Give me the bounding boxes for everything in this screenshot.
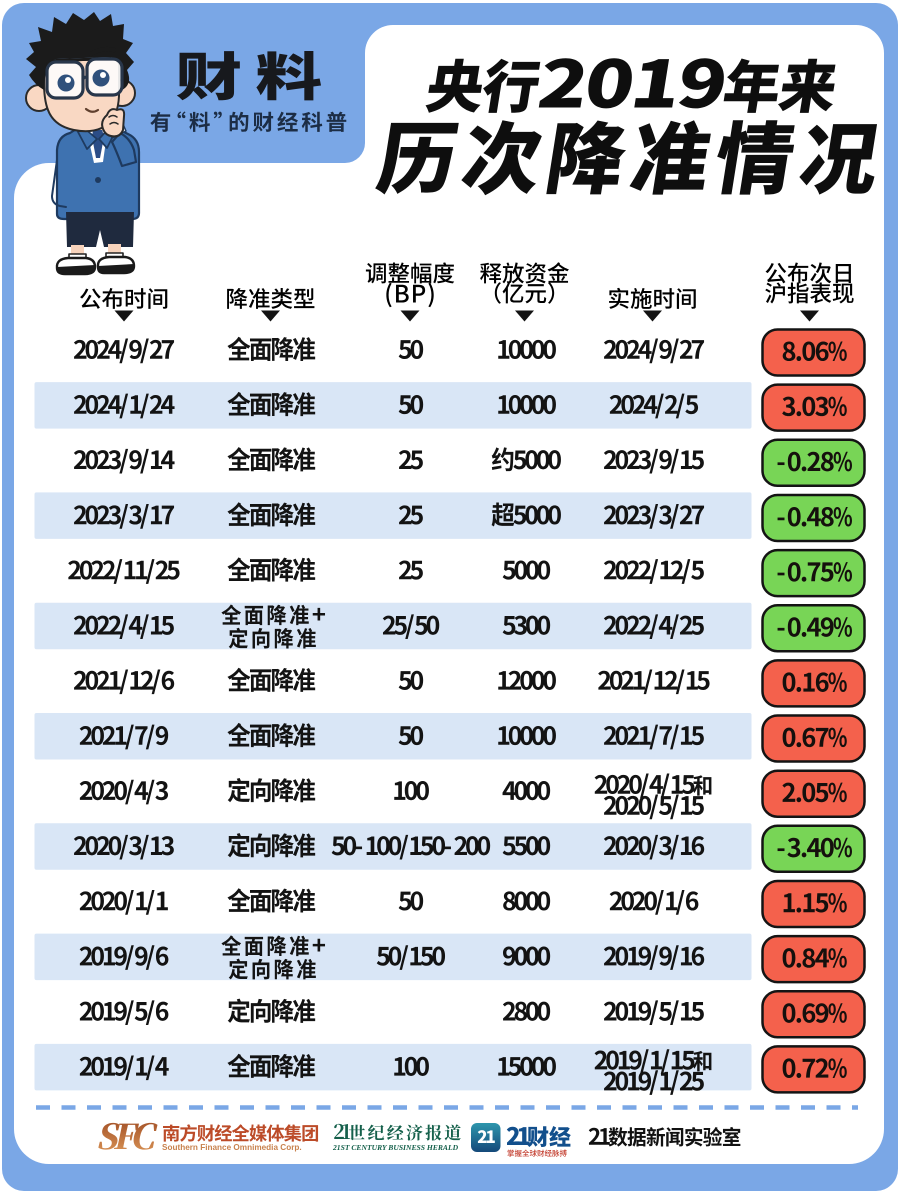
svg-text:21ST CENTURY BUSINESS HERALD: 21ST CENTURY BUSINESS HERALD	[332, 1143, 459, 1152]
svg-text:Southern Finance Omnimedia Cor: Southern Finance Omnimedia Corp.	[162, 1143, 302, 1152]
